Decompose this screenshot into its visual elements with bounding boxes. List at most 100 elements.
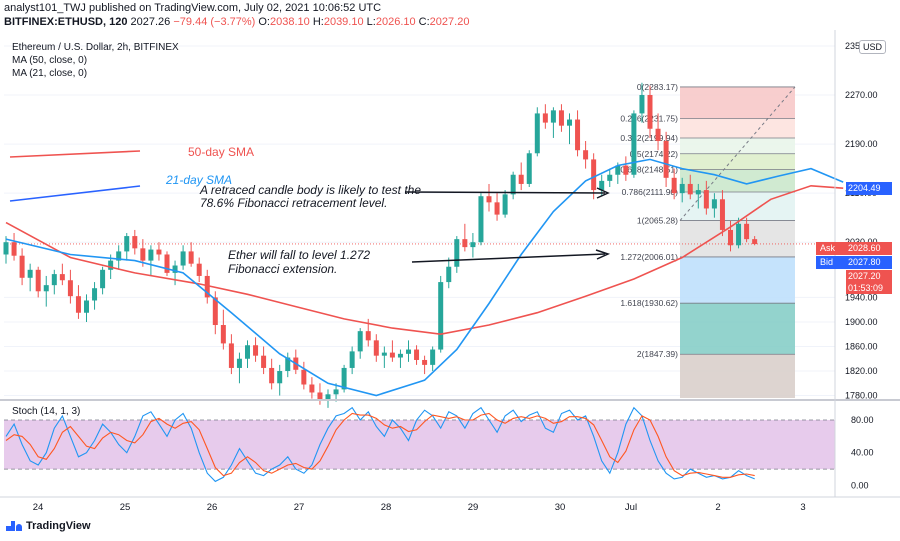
fib-zone [680, 86, 795, 119]
candle-body [365, 331, 371, 341]
candle-body [75, 296, 81, 313]
candle-body [414, 349, 420, 360]
candle-body [35, 269, 41, 292]
candle-body [397, 353, 403, 358]
candle-body [245, 345, 250, 359]
candle-body [671, 177, 677, 194]
candle-body [599, 180, 605, 191]
price-tick-label: 1780.00 [845, 391, 878, 401]
tradingview-brand: TradingView [26, 520, 91, 532]
candle-body [430, 349, 436, 365]
arrow-to-1272-head [595, 249, 611, 260]
candle-body [317, 392, 323, 401]
price-change: −79.44 (−3.77%) [173, 16, 256, 28]
candle-body [140, 248, 146, 261]
candle-body [124, 236, 130, 252]
price-tick-label: 1900.00 [845, 317, 878, 327]
tradingview-logo[interactable]: TradingView [6, 520, 91, 532]
candle-body [67, 280, 73, 297]
candle-body [164, 254, 170, 273]
arrow-to-786-line [404, 191, 606, 194]
ask-tag: Ask 2028.60 [816, 242, 892, 255]
candle-body [92, 288, 98, 301]
candle-body [188, 251, 194, 264]
candle-body [11, 242, 17, 256]
ma50-legend: MA (50, close, 0) [12, 55, 87, 66]
note1-line1: A retraced candle body is likely to test… [199, 183, 421, 197]
candle-body [325, 394, 331, 401]
fib-level-label: 1.618(1930.62) [620, 298, 678, 308]
bid-value: 2027.80 [848, 257, 881, 267]
stoch-d-line [5, 412, 755, 478]
footer: TradingView [0, 514, 900, 541]
sma50-annotation: 50-day SMA [188, 145, 254, 159]
price-tick-label: 2190.00 [845, 139, 878, 149]
fib-trend-line [679, 86, 796, 221]
note2-line1: Ether will fall to level 1.272 [228, 248, 370, 262]
time-tick-label: 30 [555, 502, 566, 513]
time-tick-label: 3 [800, 502, 805, 513]
ask-value: 2028.60 [848, 243, 881, 253]
fib-level-label: 0.786(2111.90) [622, 187, 679, 197]
candle-body [558, 110, 564, 126]
last-price: 2027.26 [130, 16, 171, 28]
stoch-tick-label: 0.00 [851, 480, 869, 490]
candle-body [631, 113, 637, 175]
time-tick-label: 26 [207, 502, 218, 513]
stochastic-pane[interactable] [0, 399, 900, 483]
candle-body [583, 150, 589, 160]
candle-body [687, 183, 693, 195]
candle-body [615, 165, 621, 175]
candle-body [357, 331, 363, 352]
time-tick-label: Jul [625, 502, 637, 513]
chart-canvas[interactable]: 0(2283.17)0.236(2231.75)0.382(2199.94)0.… [0, 30, 900, 514]
stoch-tick-label: 80.00 [851, 415, 874, 425]
price-pane[interactable]: 0(2283.17)0.236(2231.75)0.382(2199.94)0.… [3, 45, 844, 408]
fib-level-label: 0.618(2148.51) [620, 165, 678, 175]
candle-body [220, 325, 226, 344]
candle-body [744, 223, 750, 240]
candle-body [196, 263, 202, 276]
currency-badge[interactable]: USD [858, 40, 886, 54]
candle-body [204, 275, 210, 298]
ma50-line [5, 184, 844, 336]
candle-body [333, 389, 339, 395]
candle-body [518, 174, 524, 184]
candle-body [156, 249, 162, 255]
time-tick-label: 27 [294, 502, 305, 513]
price-tick-label: 2270.00 [845, 90, 878, 100]
candle-body [736, 223, 742, 246]
countdown: 01:53:09 [848, 283, 884, 293]
candle-body [752, 239, 758, 245]
low-value: 2026.10 [375, 16, 416, 28]
last-price-tag: 2027.20 01:53:09 [846, 270, 892, 294]
fib-zone [680, 354, 795, 398]
candle-body [550, 110, 556, 123]
open-value: 2038.10 [270, 16, 310, 28]
sma21-annotation: 21-day SMA [165, 173, 232, 187]
fib-level-label: 0(2283.17) [637, 82, 678, 92]
candle-body [526, 153, 532, 184]
publish-info: analyst101_TWJ published on TradingView.… [4, 2, 382, 14]
candle-body [341, 367, 347, 390]
candle-body [406, 349, 411, 354]
candle-body [663, 141, 669, 178]
fib-zone [680, 137, 795, 154]
fib-level-label: 0.5(2174.22) [630, 149, 678, 159]
candle-body [51, 274, 57, 286]
candle-body [100, 269, 106, 289]
time-tick-label: 24 [33, 502, 44, 513]
chart-title: Ethereum / U.S. Dollar, 2h, BITFINEX [12, 42, 179, 53]
candle-body [655, 128, 661, 142]
fib-zone [680, 118, 795, 138]
ma-value-tag: 2204.49 [846, 182, 892, 195]
candle-body [3, 242, 9, 255]
tradingview-logo-icon [6, 521, 22, 531]
fib-level-label: 1(2065.28) [637, 216, 678, 226]
candle-body [212, 297, 218, 326]
bid-tag: Bid 2027.80 [816, 256, 892, 269]
candle-body [301, 369, 307, 385]
sma21-sample-line [9, 185, 141, 202]
price-tick-label: 1940.00 [845, 292, 878, 302]
candle-body [502, 194, 508, 215]
